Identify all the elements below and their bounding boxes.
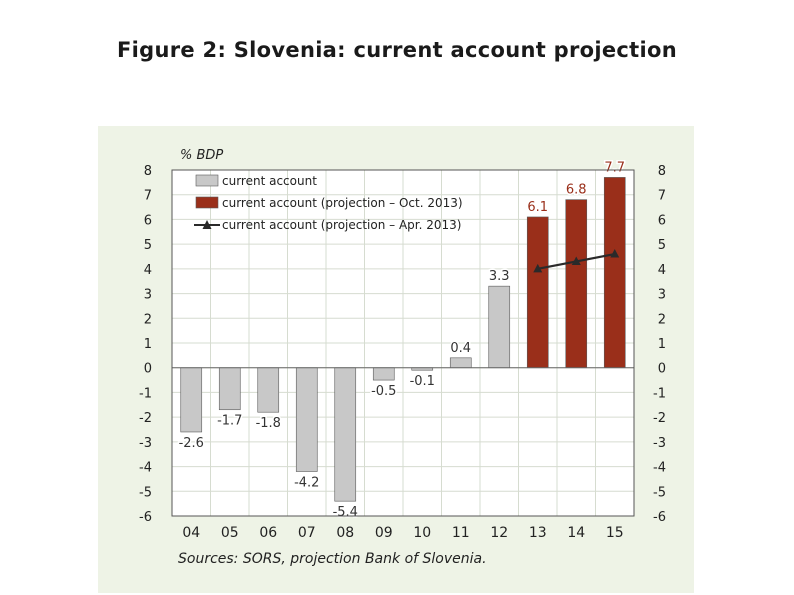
- plot-border: [171, 169, 635, 517]
- y-tick-label-right: -2: [653, 411, 666, 426]
- y-tick-label-right: -4: [653, 461, 666, 476]
- x-tick-label: 13: [529, 525, 547, 541]
- y-tick-label-right: -3: [653, 436, 666, 451]
- y-tick-label-left: -4: [139, 461, 152, 476]
- legend-label: current account (projection – Apr. 2013): [222, 218, 461, 232]
- y-tick-label-left: 0: [144, 362, 152, 377]
- chart-panel: -2.6 -1.7 -1.8 -4.2 -5.4 -0.5 -0.1 0.4 3.3 6.1 6.8…: [98, 126, 694, 593]
- y-tick-label-right: 6: [658, 213, 666, 228]
- data-label: -2.6: [179, 436, 204, 451]
- x-tick-label: 08: [336, 525, 354, 541]
- legend-swatch: [195, 174, 219, 187]
- y-tick-label-left: 8: [144, 164, 152, 179]
- y-tick-label-left: 3: [144, 288, 152, 303]
- y-tick-label-right: -1: [653, 386, 666, 401]
- y-tick-label-left: -1: [139, 386, 152, 401]
- data-label: -1.8: [256, 416, 281, 431]
- legend-swatch: [195, 196, 219, 209]
- x-tick-label: 11: [452, 525, 470, 541]
- page-title: Figure 2: Slovenia: current account proj…: [117, 38, 677, 62]
- bar-13: [526, 216, 549, 369]
- legend-label: current account: [222, 174, 317, 188]
- x-tick-label: 05: [221, 525, 239, 541]
- y-tick-label-right: 0: [658, 362, 666, 377]
- bar-04: [180, 367, 203, 433]
- line-marker: [533, 263, 543, 273]
- y-tick-label-left: -5: [139, 485, 152, 500]
- source-note: Sources: SORS, projection Bank of Sloven…: [178, 551, 487, 567]
- y-tick-label-left: 5: [144, 238, 152, 253]
- y-tick-label-right: -5: [653, 485, 666, 500]
- legend-label: current account (projection – Oct. 2013): [222, 196, 463, 210]
- data-label: -5.4: [333, 505, 358, 520]
- y-tick-label-right: 4: [658, 263, 666, 278]
- chart: -2.6 -1.7 -1.8 -4.2 -5.4 -0.5 -0.1 0.4 3.3 6.1 6.8…: [139, 148, 666, 541]
- data-label: 0.4: [450, 341, 471, 356]
- y-tick-label-right: 2: [658, 312, 666, 327]
- data-label: 7.7: [604, 160, 625, 175]
- y-tick-label-right: -6: [653, 510, 666, 525]
- y-tick-label-left: -2: [139, 411, 152, 426]
- x-tick-label: 06: [259, 525, 277, 541]
- x-tick-label: 14: [567, 525, 585, 541]
- line-marker: [571, 256, 581, 265]
- bar-08: [334, 367, 357, 502]
- data-label: 6.1: [527, 200, 548, 215]
- y-tick-label-left: 4: [144, 263, 152, 278]
- bar-06: [257, 367, 280, 413]
- bar-12: [488, 285, 511, 369]
- x-tick-label: 04: [182, 525, 200, 541]
- bar-15: [603, 177, 626, 369]
- data-label: -0.1: [410, 374, 435, 389]
- x-tick-label: 09: [375, 525, 393, 541]
- bar-14: [565, 199, 588, 369]
- y-tick-label-right: 5: [658, 238, 666, 253]
- bar-07: [295, 367, 318, 472]
- x-tick-label: 10: [413, 525, 431, 541]
- data-label: -0.5: [371, 384, 396, 399]
- data-label: 6.8: [566, 183, 587, 198]
- line-marker: [610, 249, 620, 258]
- y-tick-label-left: -3: [139, 436, 152, 451]
- x-tick-label: 15: [606, 525, 624, 541]
- y-tick-label-left: 6: [144, 213, 152, 228]
- data-label: 3.3: [489, 269, 510, 284]
- y-axis-label: % BDP: [180, 148, 223, 163]
- y-tick-label-left: 2: [144, 312, 152, 327]
- y-tick-label-right: 1: [658, 337, 666, 352]
- y-tick-label-left: 1: [144, 337, 152, 352]
- y-tick-label-right: 8: [658, 164, 666, 179]
- y-tick-label-right: 3: [658, 288, 666, 303]
- x-tick-label: 07: [298, 525, 316, 541]
- data-label: -4.2: [294, 476, 319, 491]
- bar-11: [449, 357, 472, 369]
- data-label: -1.7: [217, 414, 242, 429]
- bar-09: [372, 367, 395, 381]
- bar-05: [218, 367, 241, 411]
- x-tick-label: 12: [490, 525, 508, 541]
- y-tick-label-left: -6: [139, 510, 152, 525]
- y-tick-label-left: 7: [144, 189, 152, 204]
- y-tick-label-right: 7: [658, 189, 666, 204]
- legend-marker: [202, 220, 212, 229]
